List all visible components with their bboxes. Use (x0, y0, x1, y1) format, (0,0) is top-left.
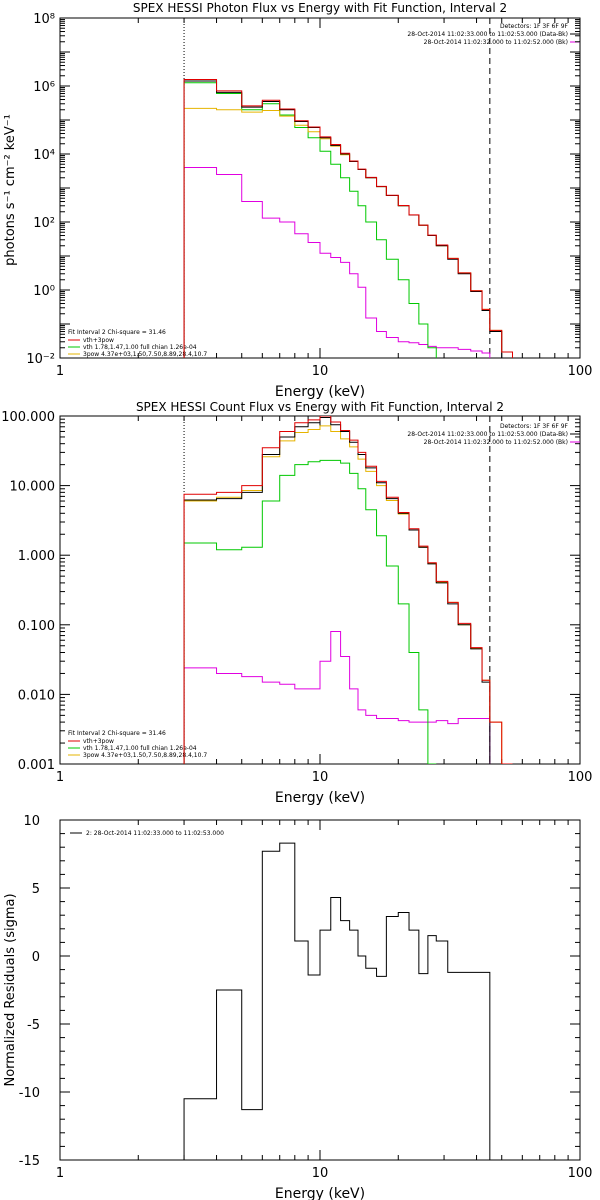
y-tick-label: -10 (19, 1086, 40, 1101)
x-tick-label: 1 (56, 770, 64, 785)
x-tick-label: 10 (312, 364, 329, 379)
series-3pow-line (183, 425, 513, 764)
y-tick-label: 0.010 (18, 688, 55, 703)
residuals-xlabel: Energy (keV) (275, 1186, 365, 1200)
count-flux-legend-data-interval: 28-Oct-2014 11:02:33.000 to 11:02:53.000… (407, 431, 568, 438)
photon-flux-legend-3pow: 3pow 4.37e+03,1.50,7.50,8.89,28.4,10.7 (83, 351, 207, 358)
count-flux-xlabel: Energy (keV) (275, 790, 365, 806)
y-tick-label: -15 (19, 1154, 40, 1169)
count-flux-legend-bk-interval: 28-Oct-2014 11:02:32.000 to 11:02:52.000… (424, 439, 568, 446)
count-flux-title: SPEX HESSI Count Flux vs Energy with Fit… (136, 400, 504, 414)
y-tick-label: 10⁴ (33, 148, 55, 163)
count-flux-legend-vth: vth 1.78,1.47,1.00 full chian 1.26e-04 (83, 745, 197, 752)
x-tick-label: 100 (568, 770, 593, 785)
count-flux-legend-right: Detectors: 1F 3F 6F 9F 28-Oct-2014 11:02… (407, 423, 580, 446)
residuals-axes (59, 819, 581, 1161)
x-tick-label: 100 (568, 364, 593, 379)
series-vth-line (183, 82, 449, 358)
count-flux-fit-info: Fit Interval 2 Chi-square = 31.46 (68, 730, 166, 737)
count-flux-axes (59, 415, 581, 765)
x-tick-label: 10 (312, 770, 329, 785)
x-tick-label: 100 (568, 1166, 593, 1181)
y-tick-label: 5 (32, 882, 40, 897)
y-tick-label: 10.000 (10, 480, 56, 495)
residuals-legend: 2: 28-Oct-2014 11:02:33.000 to 11:02:53.… (86, 830, 224, 837)
count-flux-legend-total: vth+3pow (83, 738, 114, 745)
photon-flux-legend-left: Fit Interval 2 Chi-square = 31.46 vth+3p… (68, 329, 207, 358)
y-tick-label: 0 (32, 950, 40, 965)
x-tick-label: 10 (312, 1166, 329, 1181)
photon-flux-legend-bk-interval: 28-Oct-2014 11:02:32.000 to 11:02:52.000… (424, 39, 568, 46)
y-tick-label: 0.001 (18, 758, 55, 773)
y-tick-label: 10⁻² (26, 352, 55, 367)
photon-flux-ylabel: photons s⁻¹ cm⁻² keV⁻¹ (3, 114, 18, 266)
series-3pow-line (183, 107, 513, 358)
count-flux-legend-3pow: 3pow 4.37e+03,1.50,7.50,8.89,28.4,10.7 (83, 752, 207, 759)
y-tick-label: 10⁰ (33, 284, 55, 299)
series-bk-line (183, 631, 491, 764)
y-tick-label: -5 (27, 1018, 40, 1033)
count-flux-legend-detectors: Detectors: 1F 3F 6F 9F (500, 423, 569, 430)
series-bk-line (183, 167, 491, 358)
y-tick-label: 1.000 (18, 549, 55, 564)
photon-flux-legend-total: vth+3pow (83, 337, 114, 344)
photon-flux-fit-info: Fit Interval 2 Chi-square = 31.46 (68, 329, 166, 336)
photon-flux-xlabel: Energy (keV) (275, 384, 365, 400)
series-data-bk-line (183, 417, 491, 764)
series-data-bk-line (183, 80, 503, 358)
residuals-panel: Energy (keV) Normalized Residuals (sigma… (3, 814, 592, 1200)
y-tick-label: 10⁸ (33, 12, 55, 27)
series-vth-line (183, 459, 437, 764)
photon-flux-legend-data-interval: 28-Oct-2014 11:02:33.000 to 11:02:53.000… (407, 31, 568, 38)
y-tick-label: 100.000 (1, 410, 55, 425)
x-tick-label: 1 (56, 1166, 64, 1181)
series-vth-3pow-line (183, 79, 513, 358)
photon-flux-legend-vth: vth 1.78,1.47,1.00 full chian 1.26e-04 (83, 344, 197, 351)
series-vth-3pow-line (183, 416, 513, 764)
y-tick-label: 10 (23, 814, 40, 829)
y-tick-label: 10⁶ (33, 80, 55, 95)
photon-flux-title: SPEX HESSI Photon Flux vs Energy with Fi… (133, 1, 507, 15)
photon-flux-panel: SPEX HESSI Photon Flux vs Energy with Fi… (3, 1, 592, 400)
y-tick-label: 10² (33, 216, 55, 231)
series-residuals-line (183, 842, 491, 1160)
count-flux-panel: SPEX HESSI Count Flux vs Energy with Fit… (1, 400, 592, 806)
count-flux-legend-left: Fit Interval 2 Chi-square = 31.46 vth+3p… (68, 730, 207, 759)
y-tick-label: 0.100 (18, 619, 55, 634)
x-tick-label: 1 (56, 364, 64, 379)
residuals-ylabel: Normalized Residuals (sigma) (3, 893, 18, 1086)
photon-flux-legend-detectors: Detectors: 1F 3F 6F 9F (500, 23, 569, 30)
photon-flux-legend-right: Detectors: 1F 3F 6F 9F 28-Oct-2014 11:02… (407, 23, 580, 46)
photon-flux-axes (59, 17, 581, 359)
